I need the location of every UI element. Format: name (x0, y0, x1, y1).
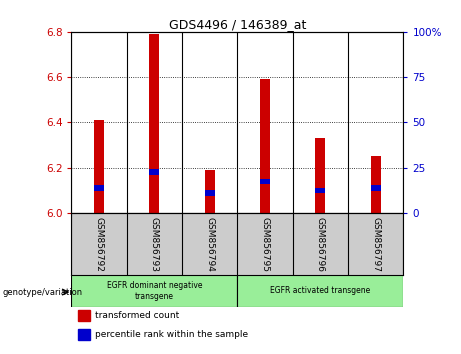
Text: EGFR dominant negative
transgene: EGFR dominant negative transgene (106, 281, 202, 301)
Bar (260, 79, 270, 213)
Bar (315, 138, 325, 213)
Text: GSM856794: GSM856794 (205, 217, 214, 272)
Text: GSM856795: GSM856795 (260, 217, 270, 272)
Text: genotype/variation: genotype/variation (2, 287, 83, 297)
Bar (78, 310, 90, 321)
Bar (315, 188, 325, 193)
Text: EGFR activated transgene: EGFR activated transgene (270, 286, 371, 296)
Bar (78, 329, 90, 340)
Bar (205, 190, 215, 195)
Text: GSM856793: GSM856793 (150, 217, 159, 272)
Text: GSM856797: GSM856797 (371, 217, 380, 272)
Bar (237, 275, 403, 307)
Bar (149, 170, 160, 175)
Bar (371, 185, 381, 191)
Bar (371, 156, 381, 213)
Bar (94, 185, 104, 191)
Title: GDS4496 / 146389_at: GDS4496 / 146389_at (169, 18, 306, 31)
Bar (260, 178, 270, 184)
Text: GSM856796: GSM856796 (316, 217, 325, 272)
Text: transformed count: transformed count (95, 311, 179, 320)
Bar (205, 170, 215, 213)
Bar (71, 275, 237, 307)
Text: percentile rank within the sample: percentile rank within the sample (95, 330, 248, 339)
Text: GSM856792: GSM856792 (95, 217, 104, 272)
Bar (149, 34, 160, 213)
Bar (94, 120, 104, 213)
